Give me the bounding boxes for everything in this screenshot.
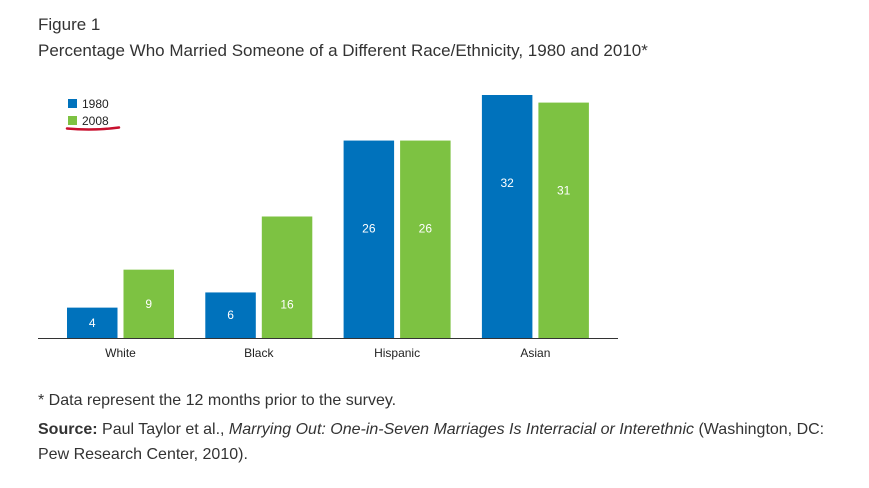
data-label: 31: [557, 184, 571, 198]
legend-underline-annotation: [65, 126, 121, 131]
data-label: 16: [280, 298, 294, 312]
source-publisher: (Washington, DC: Pew Research Center, 20…: [38, 421, 825, 463]
legend-swatch-1980: [68, 99, 77, 108]
data-label: 9: [145, 297, 152, 311]
bar-black-1980: [205, 292, 256, 338]
data-label: 26: [419, 222, 433, 236]
source-title: Marrying Out: One-in-Seven Marriages Is …: [228, 421, 694, 438]
bar-hispanic-1980: [343, 140, 395, 338]
bar-hispanic-2008: [400, 140, 451, 338]
data-label: 26: [362, 222, 376, 236]
source-citation: Source: Paul Taylor et al., Marrying Out…: [38, 417, 853, 467]
legend-label-1980: 1980: [82, 97, 109, 111]
bar-black-2008: [261, 216, 313, 338]
bar-white-1980: [67, 307, 118, 338]
legend-swatch-2008: [68, 116, 77, 125]
figure-label: Figure 1: [38, 15, 101, 34]
bar-white-2008: [123, 269, 174, 338]
footnote-note: * Data represent the 12 months prior to …: [38, 392, 397, 409]
legend-label-2008: 2008: [82, 114, 109, 128]
data-label: 6: [227, 308, 234, 322]
x-tick-label: Black: [244, 346, 274, 360]
source-authors: Paul Taylor et al.,: [102, 421, 225, 438]
data-label: 32: [500, 176, 514, 190]
x-tick-label: White: [105, 346, 136, 360]
bar-chart: 4 9 White 6 16 Black 26 26 Hispanic 32 31 Asian 1980…: [38, 95, 618, 360]
x-tick-label: Asian: [520, 346, 550, 360]
x-tick-label: Hispanic: [374, 346, 420, 360]
chart-title: Percentage Who Married Someone of a Diff…: [38, 41, 648, 60]
bar-asian-2008: [538, 102, 589, 338]
bar-asian-1980: [481, 95, 533, 338]
data-label: 4: [89, 316, 96, 330]
source-label: Source:: [38, 421, 98, 438]
